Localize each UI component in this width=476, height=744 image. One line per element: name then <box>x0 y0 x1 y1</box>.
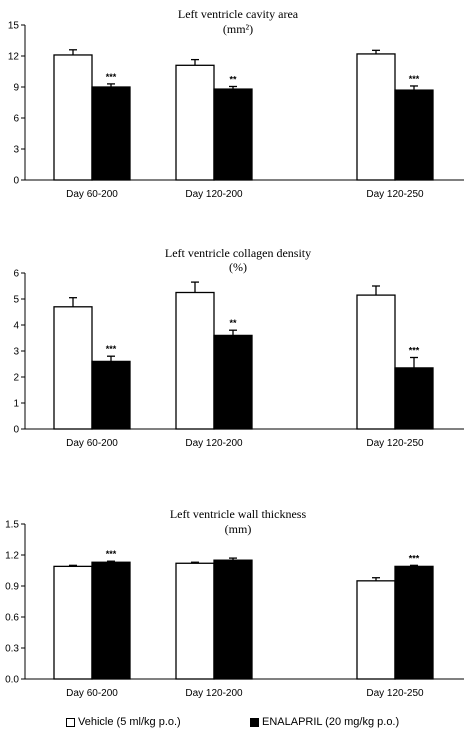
chart-subtitle: (%) <box>229 260 247 274</box>
significance-marker: *** <box>106 344 117 354</box>
legend-swatch-enalapril <box>250 717 259 727</box>
y-tick-label: 6 <box>13 269 19 280</box>
chart-subtitle: (mm) <box>225 522 252 536</box>
y-tick-label: 0.6 <box>5 613 19 624</box>
y-tick-label: 0.9 <box>5 582 19 593</box>
bar-vehicle <box>53 306 93 430</box>
chart-legend: Vehicle (5 ml/kg p.o.) ENALAPRIL (20 mg/… <box>0 712 476 736</box>
bar-vehicle <box>175 64 215 181</box>
bar-enalapril <box>394 89 434 181</box>
y-tick-label: 5 <box>13 295 19 306</box>
significance-marker: ** <box>229 74 237 84</box>
y-tick-label: 15 <box>8 21 20 32</box>
significance-marker: *** <box>106 549 117 559</box>
y-tick-label: 1.2 <box>5 551 19 562</box>
significance-marker: *** <box>409 74 420 84</box>
legend-item-enalapril: ENALAPRIL (20 mg/kg p.o.) <box>250 716 399 728</box>
bar-enalapril <box>394 565 434 680</box>
legend-item-vehicle: Vehicle (5 ml/kg p.o.) <box>66 716 181 728</box>
significance-marker: *** <box>106 72 117 82</box>
bar-enalapril <box>213 88 253 181</box>
category-label: Day 120-250 <box>366 189 424 200</box>
bar-vehicle <box>356 294 396 430</box>
category-label: Day 120-200 <box>185 189 243 200</box>
bar-enalapril <box>394 367 434 430</box>
bar-vehicle <box>53 54 93 181</box>
legend-label-enalapril: ENALAPRIL (20 mg/kg p.o.) <box>262 716 400 728</box>
y-tick-label: 12 <box>8 52 20 63</box>
y-tick-label: 6 <box>13 114 19 125</box>
significance-marker: *** <box>409 346 420 356</box>
category-label: Day 60-200 <box>66 438 118 449</box>
chart-title: Left ventricle collagen density <box>165 246 311 260</box>
chart-title: Left ventricle cavity area <box>178 7 299 21</box>
y-tick-label: 0 <box>13 176 19 187</box>
y-tick-label: 3 <box>13 145 19 156</box>
bar-vehicle <box>356 580 396 680</box>
chart-subtitle: (mm²) <box>223 22 253 36</box>
bar-vehicle <box>175 562 215 680</box>
legend-swatch-vehicle <box>66 717 75 727</box>
category-label: Day 60-200 <box>66 189 118 200</box>
significance-marker: ** <box>229 318 237 328</box>
bar-vehicle <box>53 565 93 680</box>
y-tick-label: 0.0 <box>5 675 19 686</box>
bar-vehicle <box>356 53 396 181</box>
y-tick-label: 4 <box>13 321 19 332</box>
category-label: Day 120-250 <box>366 688 424 699</box>
category-label: Day 120-250 <box>366 438 424 449</box>
y-tick-label: 0 <box>13 425 19 436</box>
y-tick-label: 3 <box>13 347 19 358</box>
y-tick-label: 1.5 <box>5 520 19 531</box>
bar-enalapril <box>213 559 253 680</box>
legend-label-vehicle: Vehicle (5 ml/kg p.o.) <box>78 716 181 728</box>
chart-title: Left ventricle wall thickness <box>170 507 307 521</box>
bar-enalapril <box>91 561 131 680</box>
bar-enalapril <box>91 360 131 430</box>
category-label: Day 60-200 <box>66 688 118 699</box>
y-tick-label: 0.3 <box>5 644 19 655</box>
category-label: Day 120-200 <box>185 688 243 699</box>
bar-enalapril <box>91 86 131 181</box>
y-tick-label: 2 <box>13 373 19 384</box>
significance-marker: *** <box>409 553 420 563</box>
y-tick-label: 9 <box>13 83 19 94</box>
bar-enalapril <box>213 334 253 430</box>
category-label: Day 120-200 <box>185 438 243 449</box>
bar-vehicle <box>175 291 215 430</box>
y-tick-label: 1 <box>13 399 19 410</box>
